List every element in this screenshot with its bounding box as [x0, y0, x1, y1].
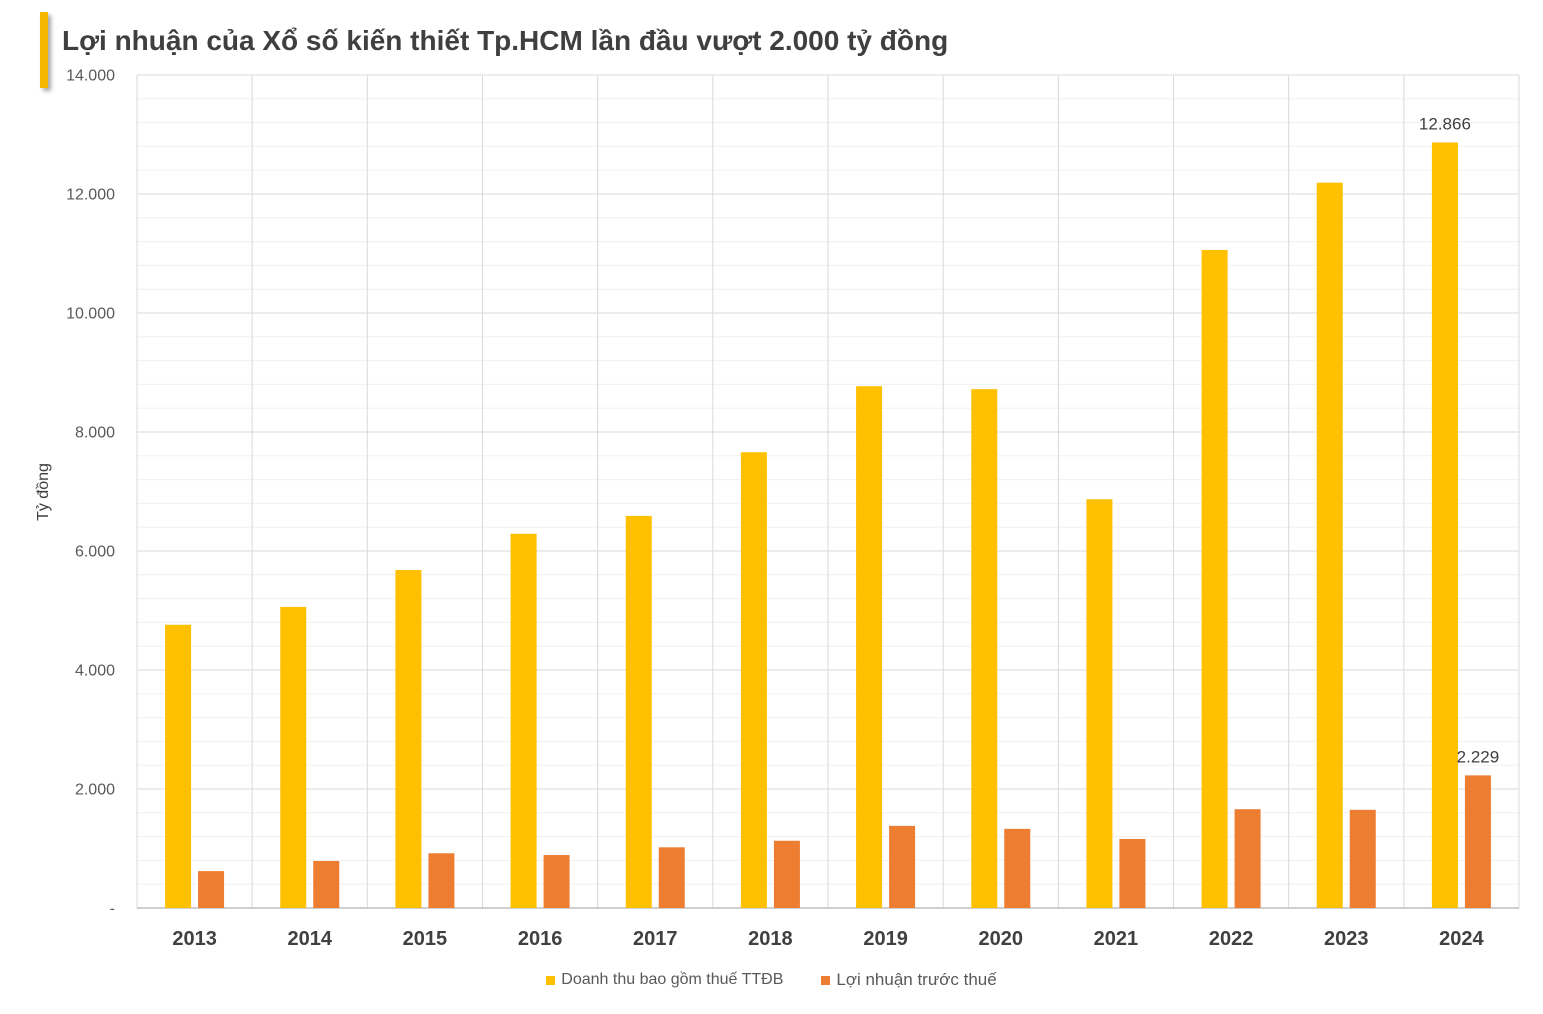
y-axis-ticks: - 2.000 4.000 6.000 8.000 10.000 12.000 14.000	[66, 68, 115, 918]
x-tick-label: 2019	[863, 928, 908, 950]
title-accent-bar	[40, 12, 48, 88]
legend-label-profit: Lợi nhuận trước thuế	[836, 970, 997, 989]
data-labels: 12.866 2.229	[1419, 114, 1499, 766]
profit-bar-2019	[889, 825, 916, 908]
x-tick-label: 2015	[403, 928, 448, 950]
profit-bar-2023	[1349, 809, 1376, 908]
y-tick-label: 8.000	[75, 425, 115, 442]
profit-bar-2022	[1234, 809, 1261, 908]
revenue-bar-2023	[1316, 182, 1343, 908]
profit-bar-2014	[313, 860, 340, 908]
y-tick-label: 12.000	[66, 187, 115, 204]
data-label: 2.229	[1457, 747, 1500, 766]
profit-bar-2024	[1464, 775, 1491, 908]
x-tick-label: 2021	[1094, 928, 1139, 950]
y-tick-label: 10.000	[66, 306, 115, 323]
y-tick-label: 4.000	[75, 663, 115, 680]
bars	[165, 142, 1491, 908]
x-tick-label: 2014	[288, 928, 333, 950]
x-tick-label: 2016	[518, 928, 563, 950]
x-axis-ticks: 2013 2014 2015 2016 2017 2018 2019 2020 2021 2022…	[172, 928, 1484, 950]
x-tick-label: 2013	[172, 928, 217, 950]
y-axis-label: Tỷ đồng	[35, 463, 52, 521]
data-label: 12.866	[1419, 114, 1471, 133]
profit-bar-2013	[198, 871, 225, 908]
legend-item-profit: Lợi nhuận trước thuế	[821, 970, 997, 990]
revenue-bar-2016	[510, 533, 537, 908]
profit-bar-2017	[658, 847, 685, 908]
legend: Doanh thu bao gồm thuế TTĐB Lợi nhuận tr…	[0, 970, 1543, 990]
legend-swatch-profit	[821, 975, 831, 985]
x-tick-label: 2023	[1324, 928, 1369, 950]
revenue-bar-2024	[1431, 142, 1458, 908]
x-tick-label: 2020	[979, 928, 1024, 950]
y-tick-label: 6.000	[75, 544, 115, 561]
revenue-bar-2018	[740, 452, 767, 908]
revenue-bar-2022	[1201, 249, 1228, 908]
profit-bar-2016	[543, 855, 570, 908]
revenue-bar-2013	[165, 624, 192, 908]
x-tick-label: 2018	[748, 928, 793, 950]
x-tick-label: 2017	[633, 928, 678, 950]
profit-bar-2015	[428, 853, 455, 908]
revenue-bar-2015	[395, 570, 422, 908]
revenue-bar-2021	[1086, 499, 1113, 908]
y-tick-label: -	[110, 901, 115, 918]
revenue-bar-2014	[280, 606, 307, 908]
legend-item-revenue: Doanh thu bao gồm thuế TTĐB	[546, 971, 783, 989]
profit-bar-2021	[1119, 838, 1146, 908]
legend-swatch-revenue	[546, 975, 556, 985]
legend-label-revenue: Doanh thu bao gồm thuế TTĐB	[561, 971, 784, 988]
x-tick-label: 2024	[1439, 928, 1484, 950]
x-tick-label: 2022	[1209, 928, 1254, 950]
profit-bar-2018	[773, 840, 800, 908]
chart-title: Lợi nhuận của Xổ số kiến thiết Tp.HCM lầ…	[62, 25, 949, 56]
revenue-bar-2020	[971, 389, 998, 908]
y-tick-label: 14.000	[66, 68, 115, 85]
y-tick-label: 2.000	[75, 782, 115, 799]
revenue-bar-2017	[625, 515, 652, 908]
major-gridlines	[136, 74, 1520, 909]
revenue-bar-2019	[856, 386, 883, 908]
profit-bar-2020	[1004, 828, 1031, 908]
